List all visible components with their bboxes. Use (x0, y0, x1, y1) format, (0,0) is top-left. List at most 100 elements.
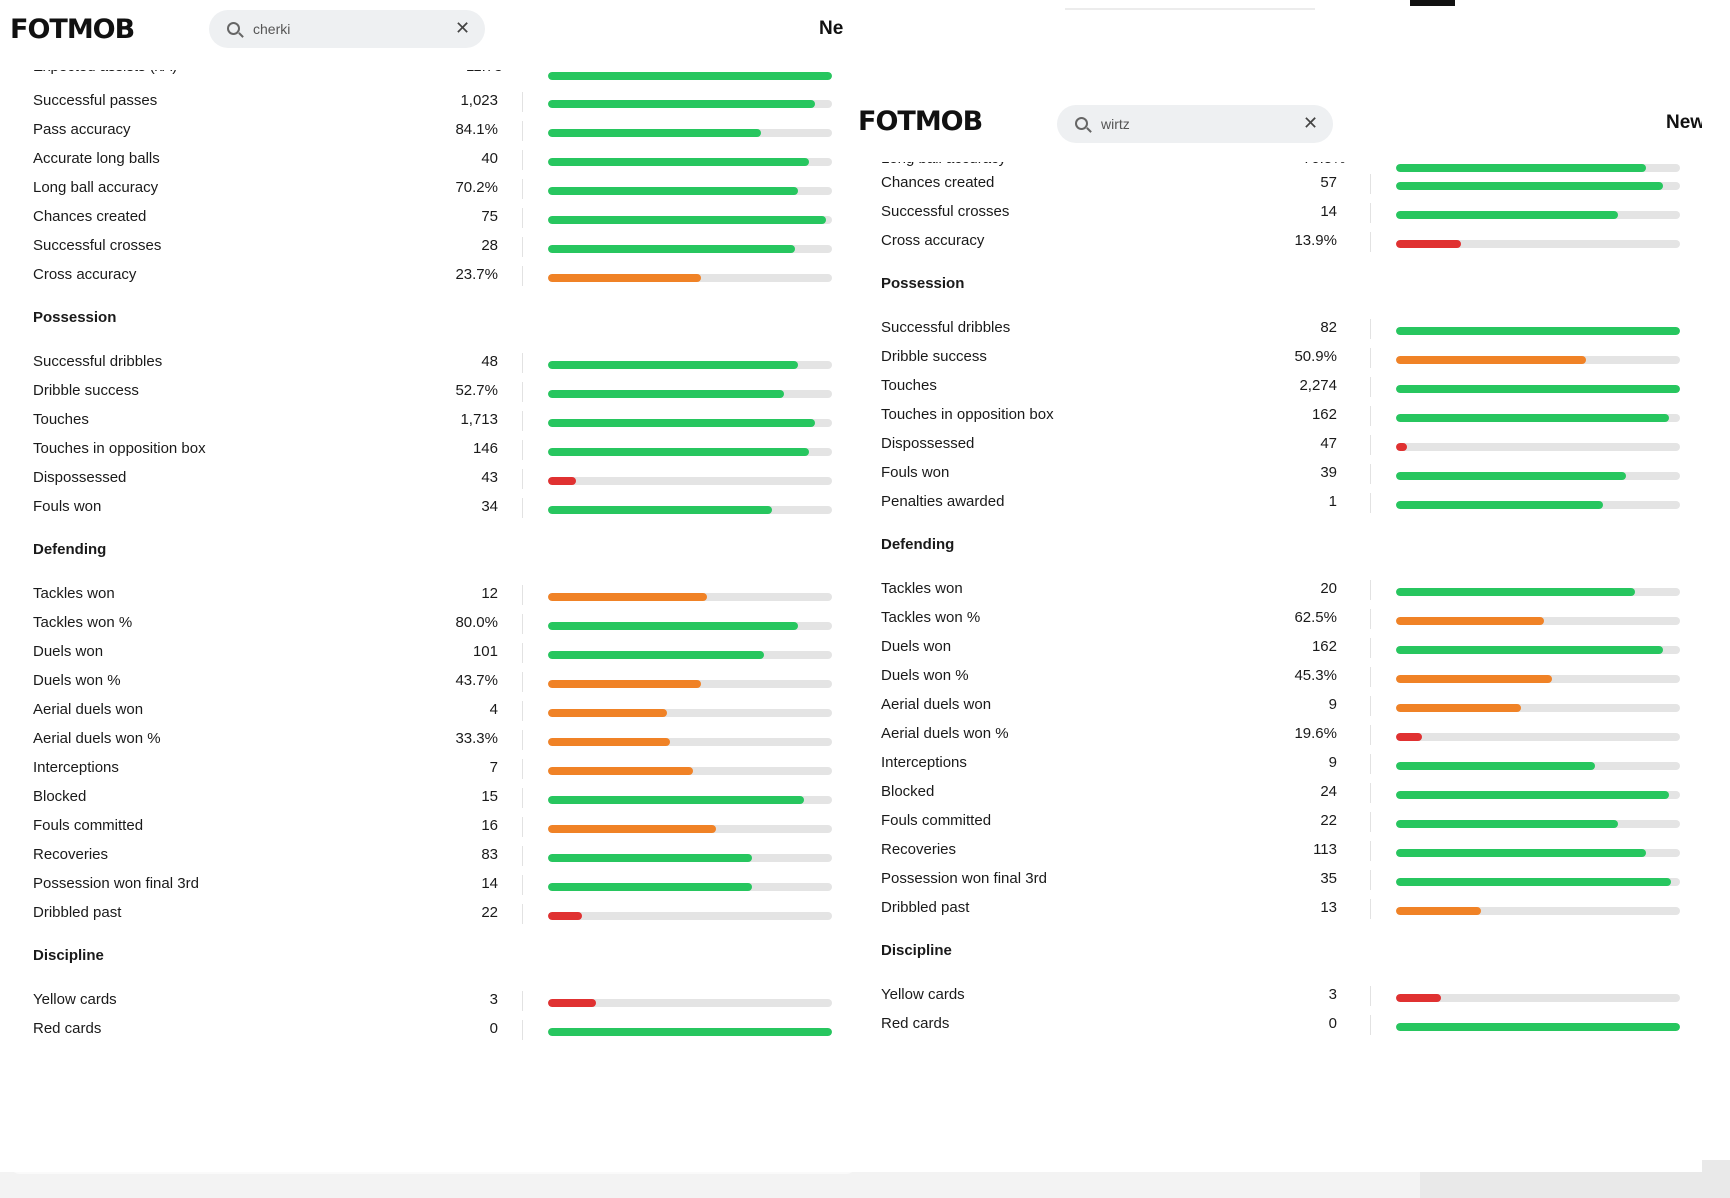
stat-row-fouls-won: Fouls won 34 (0, 496, 856, 520)
stat-bar-fill (548, 274, 702, 282)
stat-value: 20 (1320, 580, 1337, 597)
stat-value: 82 (1320, 319, 1337, 336)
section-title-defending: Defending (881, 536, 955, 553)
stat-bar-track (548, 448, 832, 456)
stat-label: Fouls committed (33, 817, 144, 834)
stat-divider (522, 585, 523, 605)
stat-bar-fill (548, 883, 753, 891)
stat-row-pass-accuracy: Pass accuracy 84.1% (0, 119, 856, 143)
left-stats-panel: Expected assists (xA) 11.73 Successful p… (0, 0, 856, 1172)
search-input[interactable]: wirtz (1101, 116, 1130, 132)
stat-divider (522, 150, 523, 170)
stat-bar-fill (1396, 617, 1544, 625)
stat-value: 15 (481, 788, 498, 805)
search-bar[interactable]: cherki ✕ (209, 10, 485, 48)
stat-label: Dribbled past (33, 904, 122, 921)
stat-value: 70.2% (455, 179, 498, 196)
stat-bar-fill (1396, 240, 1462, 248)
stat-bar-track (1396, 820, 1680, 828)
stat-divider (522, 382, 523, 402)
stat-bar-track (1396, 356, 1680, 364)
stat-bar-track (1396, 791, 1680, 799)
stat-bar-fill (1396, 762, 1595, 770)
stat-value: 16 (481, 817, 498, 834)
stat-bar-fill (1396, 878, 1672, 886)
stat-bar-fill (1396, 211, 1618, 219)
cut-off-stat-label: Expected assists (xA) (33, 70, 177, 75)
section-title-possession: Possession (33, 309, 117, 326)
stat-divider (522, 208, 523, 228)
stat-label: Duels won (881, 638, 952, 655)
stat-row-touches: Touches 1,713 (0, 409, 856, 433)
stat-row-recoveries: Recoveries 83 (0, 844, 856, 868)
stat-row-tackles-won: Tackles won 12 (0, 583, 856, 607)
stat-value: 13.9% (1294, 232, 1337, 249)
stat-bar-fill (1396, 164, 1646, 172)
stat-label: Recoveries (881, 841, 957, 858)
stat-value: 23.7% (455, 266, 498, 283)
stat-divider (1370, 319, 1371, 339)
stat-bar-track (548, 361, 832, 369)
stat-bar-track (548, 593, 832, 601)
stat-bar-fill (1396, 588, 1635, 596)
stat-divider (1370, 783, 1371, 803)
stat-value: 39 (1320, 464, 1337, 481)
stat-label: Dribble success (33, 382, 139, 399)
stat-label: Successful dribbles (33, 353, 163, 370)
stat-divider (1370, 377, 1371, 397)
stat-bar-fill (548, 129, 761, 137)
search-bar[interactable]: wirtz ✕ (1057, 105, 1333, 143)
stat-divider (1370, 580, 1371, 600)
stat-bar-track (548, 158, 832, 166)
stat-bar-track (548, 477, 832, 485)
stat-divider (1370, 493, 1371, 513)
stat-bar-track (548, 854, 832, 862)
stat-row-fouls-won: Fouls won 39 (856, 462, 1702, 486)
stat-row-red-cards: Red cards 0 (0, 1018, 856, 1042)
close-icon[interactable]: ✕ (455, 18, 471, 38)
stat-bar-track (1396, 994, 1680, 1002)
stat-bar-track (1396, 878, 1680, 886)
fotmob-logo[interactable]: FOTMOB (10, 14, 135, 45)
stat-label: Red cards (33, 1020, 102, 1037)
stat-label: Touches (33, 411, 89, 428)
stat-bar-track (548, 100, 832, 108)
stat-bar-track (1396, 617, 1680, 625)
nav-news-link[interactable]: Ne (819, 18, 844, 39)
stat-value: 14 (1320, 203, 1337, 220)
stat-value: 3 (1328, 986, 1337, 1003)
stat-row-aerial-duels-won-pct: Aerial duels won % 19.6% (856, 723, 1702, 747)
stat-divider (522, 121, 523, 141)
stat-bar-track (548, 1028, 832, 1036)
stat-bar-track (548, 419, 832, 427)
search-input[interactable]: cherki (253, 21, 291, 37)
stat-label: Dribbled past (881, 899, 970, 916)
stat-row-duels-won-pct: Duels won % 43.7% (0, 670, 856, 694)
stat-value: 12 (481, 585, 498, 602)
stat-divider (522, 730, 523, 750)
stat-bar-track (548, 245, 832, 253)
stat-divider (1370, 174, 1371, 194)
stat-bar-track (1396, 414, 1680, 422)
stat-label: Interceptions (33, 759, 119, 776)
stat-bar-fill (1396, 385, 1680, 393)
stat-bar-fill (548, 72, 832, 80)
stat-value: 52.7% (455, 382, 498, 399)
stat-bar-track (1396, 472, 1680, 480)
stat-label: Touches (881, 377, 937, 394)
stat-label: Red cards (881, 1015, 950, 1032)
stat-bar-track (1396, 762, 1680, 770)
stat-value: 43.7% (455, 672, 498, 689)
stat-row-cross-accuracy: Cross accuracy 13.9% (856, 230, 1702, 254)
stat-divider (1370, 725, 1371, 745)
fotmob-logo[interactable]: FOTMOB (858, 106, 983, 137)
nav-news-link[interactable]: News (1666, 112, 1702, 133)
stat-divider (522, 1020, 523, 1040)
stat-bar-fill (1396, 704, 1521, 712)
stat-bar-fill (1396, 646, 1663, 654)
section-title-discipline: Discipline (881, 942, 952, 959)
close-icon[interactable]: ✕ (1303, 113, 1319, 133)
stat-row-long-ball-accuracy: Long ball accuracy 70.2% (0, 177, 856, 201)
stat-label: Tackles won (33, 585, 115, 602)
stat-row-dribble-success: Dribble success 52.7% (0, 380, 856, 404)
